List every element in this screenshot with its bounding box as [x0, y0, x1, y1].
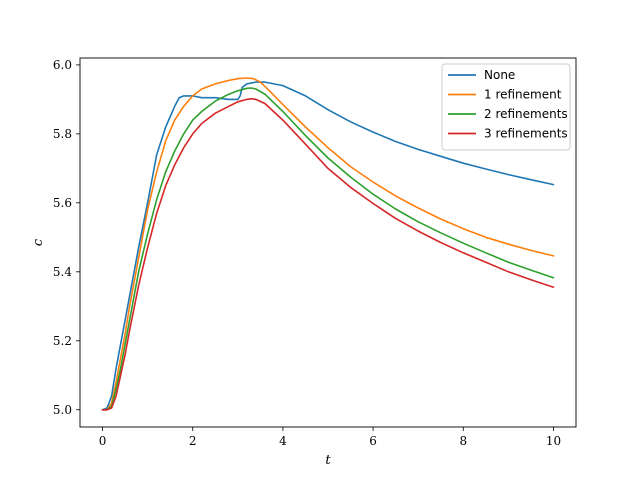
series-line-3	[101, 87, 555, 411]
y-axis: 5.0 5.2 5.4 5.6 5.8 6.0	[53, 58, 80, 417]
series-line-2	[101, 77, 555, 411]
legend-label: None	[484, 68, 515, 82]
x-tick-label: 2	[189, 434, 197, 448]
x-tick-label: 6	[369, 434, 377, 448]
y-tick-label: 5.0	[53, 403, 72, 417]
y-tick-label: 5.8	[53, 127, 72, 141]
series-line-4	[101, 97, 555, 411]
x-tick-label: 4	[279, 434, 287, 448]
y-tick-label: 5.4	[53, 265, 72, 279]
x-tick-label: 10	[546, 434, 561, 448]
y-tick-label: 5.6	[53, 196, 72, 210]
x-axis: 0 2 4 6 8 10	[99, 427, 561, 448]
series-line-1	[101, 81, 555, 411]
x-axis-label: t	[325, 453, 331, 468]
y-tick-label: 5.2	[53, 334, 72, 348]
legend-label: 3 refinements	[484, 127, 568, 141]
legend-label: 2 refinements	[484, 107, 568, 121]
y-tick-label: 6.0	[53, 58, 72, 72]
legend: None 1 refinement 2 refinements 3 refinemen…	[441, 63, 571, 151]
axes-frame	[79, 57, 577, 428]
y-axis-label: c	[31, 238, 46, 246]
legend-label: 1 refinement	[484, 88, 562, 102]
legend-box	[441, 63, 571, 151]
x-tick-label: 0	[99, 434, 107, 448]
plot-area	[79, 57, 577, 428]
x-tick-label: 8	[459, 434, 467, 448]
series-layer	[101, 77, 555, 411]
